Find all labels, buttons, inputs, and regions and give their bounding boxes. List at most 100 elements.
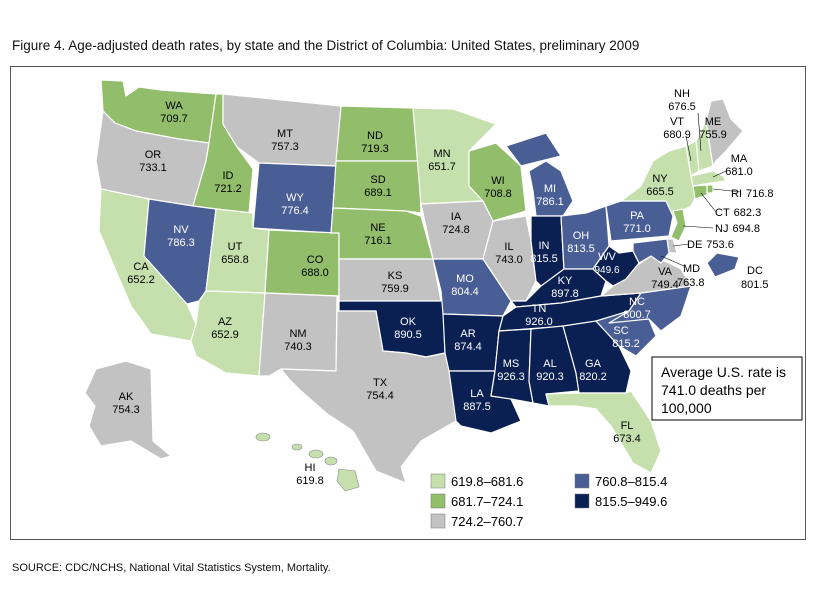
label-KY-abbr: KY — [558, 275, 573, 287]
label-MN-abbr: MN — [433, 148, 450, 160]
label-ND-abbr: ND — [367, 130, 383, 142]
label-CA-abbr: CA — [133, 261, 149, 273]
label-MI-abbr: MI — [544, 183, 556, 195]
label-UT-rate: 658.8 — [221, 254, 249, 266]
label-NE-rate: 716.1 — [364, 235, 392, 247]
state-TX — [280, 310, 457, 484]
label-WV-abbr: WV — [598, 251, 616, 263]
state-DC — [706, 252, 740, 278]
label-OR-abbr: OR — [145, 149, 162, 161]
label-HI-abbr: HI — [305, 462, 316, 474]
label-OK-abbr: OK — [400, 316, 417, 328]
label-MT-abbr: MT — [277, 128, 293, 140]
label-RI: RI 716.8 — [731, 188, 774, 200]
state-SD — [332, 160, 422, 214]
legend-swatch-5 — [574, 493, 590, 509]
label-KS-abbr: KS — [388, 270, 403, 282]
label-PA-rate: 771.0 — [623, 223, 651, 235]
state-ME — [705, 98, 744, 167]
label-DE: DE 753.6 — [687, 239, 734, 251]
state-RI — [706, 184, 714, 194]
state-labels-outlying: AK 754.3 HI 619.8 — [112, 391, 324, 487]
label-AR-abbr: AR — [460, 328, 475, 340]
label-NY-abbr: NY — [652, 173, 668, 185]
label-AL-abbr: AL — [543, 358, 556, 370]
label-FL-abbr: FL — [621, 420, 634, 432]
note-line-2: 741.0 deaths per — [661, 382, 766, 398]
choropleth-map: WA 709.7 OR 733.1 CA 652.2 ID 721.2 NV 7… — [84, 79, 803, 529]
label-VT-abbr: VT — [670, 116, 684, 128]
state-CO — [264, 229, 340, 297]
label-VA-abbr: VA — [658, 266, 673, 278]
state-MD — [632, 238, 670, 264]
state-MI — [505, 132, 574, 217]
label-IL-rate: 743.0 — [495, 254, 523, 266]
label-LA-rate: 887.5 — [463, 401, 491, 413]
label-MA-abbr: MA — [731, 153, 748, 165]
label-LA-abbr: LA — [470, 388, 484, 400]
state-HI — [255, 432, 360, 492]
state-WI — [468, 142, 527, 222]
legend-swatch-2 — [430, 493, 446, 509]
note-line-3: 100,000 — [661, 400, 712, 416]
label-SD-rate: 689.1 — [364, 187, 392, 199]
label-NV-rate: 786.3 — [167, 237, 195, 249]
label-SC-abbr: SC — [613, 325, 628, 337]
label-MO-abbr: MO — [456, 273, 474, 285]
label-IN-abbr: IN — [539, 240, 550, 252]
label-PA-abbr: PA — [630, 210, 645, 222]
label-OK-rate: 890.5 — [394, 329, 422, 341]
map-frame: WA 709.7 OR 733.1 CA 652.2 ID 721.2 NV 7… — [10, 66, 806, 540]
legend-swatch-4 — [574, 473, 590, 489]
label-CO-abbr: CO — [307, 254, 324, 266]
label-UT-abbr: UT — [228, 241, 243, 253]
label-NH-rate: 676.5 — [668, 101, 696, 113]
label-IA-rate: 724.8 — [442, 224, 470, 236]
label-MN-rate: 651.7 — [428, 161, 456, 173]
legend-label-4: 760.8–815.4 — [595, 474, 667, 489]
label-AK-rate: 754.3 — [112, 404, 140, 416]
legend-label-1: 619.8–681.6 — [451, 474, 523, 489]
label-HI-rate: 619.8 — [296, 475, 324, 487]
label-ME-abbr: ME — [705, 116, 722, 128]
label-ID-rate: 721.2 — [214, 183, 242, 195]
label-NC-rate: 800.7 — [623, 309, 651, 321]
label-MA-rate: 681.0 — [725, 166, 753, 178]
label-TX-abbr: TX — [373, 377, 388, 389]
state-labels-right: RI 716.8 CT 682.3 NJ 694.8 DE 753.6 MD 763.8… — [677, 188, 774, 291]
label-OR-rate: 733.1 — [139, 162, 167, 174]
figure-title: Figure 4. Age-adjusted death rates, by s… — [12, 38, 640, 53]
label-GA-abbr: GA — [585, 358, 602, 370]
state-FL — [545, 390, 662, 474]
label-SD-abbr: SD — [370, 174, 385, 186]
label-DC-rate: 801.5 — [741, 279, 769, 291]
label-NM-rate: 740.3 — [284, 341, 312, 353]
label-WY-abbr: WY — [286, 192, 304, 204]
label-OH-rate: 813.5 — [567, 243, 595, 255]
label-WY-rate: 776.4 — [281, 205, 309, 217]
label-AZ-abbr: AZ — [218, 316, 232, 328]
leader-lines — [660, 112, 742, 267]
label-CA-rate: 652.2 — [127, 274, 155, 286]
state-AK — [84, 360, 172, 460]
label-MO-rate: 804.4 — [451, 286, 479, 298]
label-ND-rate: 719.3 — [361, 143, 389, 155]
label-WA-abbr: WA — [165, 100, 183, 112]
label-TX-rate: 754.4 — [366, 390, 394, 402]
label-MI-rate: 786.1 — [536, 196, 564, 208]
label-MD-abbr: MD — [683, 263, 700, 275]
label-MD-rate: 763.8 — [677, 277, 705, 289]
average-rate-note: Average U.S. rate is 741.0 deaths per 10… — [651, 356, 803, 421]
label-IL-abbr: IL — [504, 241, 513, 253]
label-ME-rate: 755.9 — [699, 129, 727, 141]
label-NM-abbr: NM — [289, 328, 306, 340]
label-MT-rate: 757.3 — [271, 141, 299, 153]
source-note: SOURCE: CDC/NCHS, National Vital Statist… — [12, 562, 331, 574]
label-AR-rate: 874.4 — [454, 341, 482, 353]
label-VA-rate: 749.4 — [651, 279, 679, 291]
state-NJ — [670, 208, 687, 242]
label-NY-rate: 665.5 — [646, 186, 674, 198]
label-IA-abbr: IA — [451, 211, 462, 223]
state-NC — [608, 285, 692, 332]
label-DC-abbr: DC — [747, 265, 763, 277]
